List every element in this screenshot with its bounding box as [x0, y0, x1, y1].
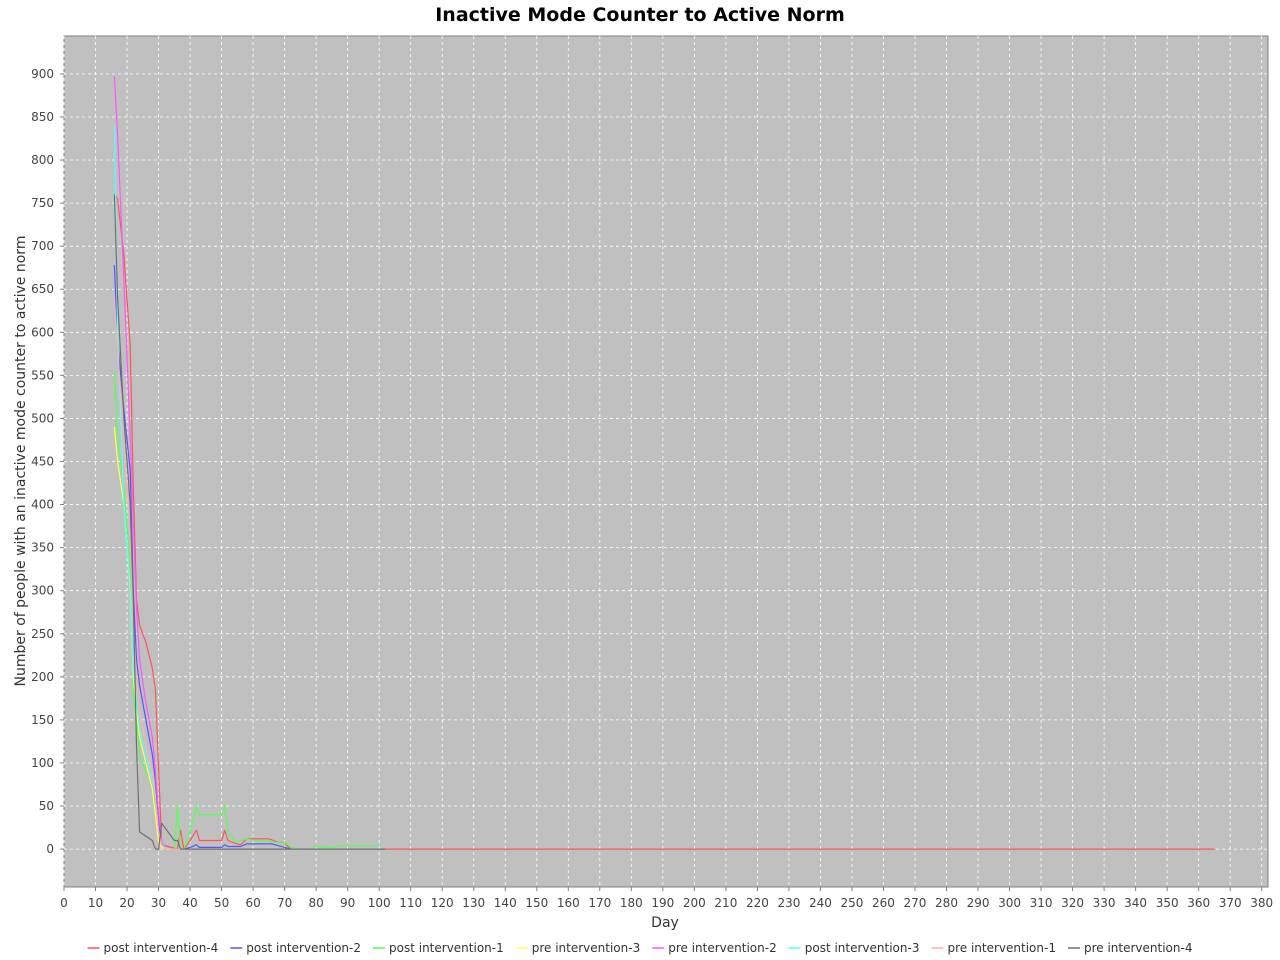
y-tick-label: 450	[31, 455, 54, 469]
x-tick-label: 180	[620, 896, 643, 910]
y-tick-label: 300	[31, 584, 54, 598]
y-tick-label: 500	[31, 411, 54, 425]
x-axis-label: Day	[651, 915, 679, 931]
y-tick-label: 750	[31, 196, 54, 210]
x-tick-label: 330	[1093, 896, 1116, 910]
x-tick-label: 100	[368, 896, 391, 910]
y-axis: 0 50 100 150 200 250 300 350 400 450 500 550 600 650 7…	[31, 67, 64, 856]
series-group	[113, 76, 1215, 850]
y-tick-label: 150	[31, 713, 54, 727]
x-tick-label: 50	[214, 896, 229, 910]
x-tick-label: 40	[182, 896, 197, 910]
y-tick-label: 550	[31, 368, 54, 382]
chart-title: Inactive Mode Counter to Active Norm	[435, 4, 845, 26]
x-tick-label: 340	[1124, 896, 1147, 910]
x-tick-label: 70	[277, 896, 292, 910]
x-tick-label: 260	[872, 896, 895, 910]
y-tick-label: 0	[46, 842, 54, 856]
x-tick-label: 200	[683, 896, 706, 910]
x-tick-label: 150	[525, 896, 548, 910]
x-tick-label: 310	[1030, 896, 1053, 910]
x-tick-label: 250	[841, 896, 864, 910]
x-tick-label: 380	[1250, 896, 1273, 910]
legend: post intervention-4 post intervention-2 po…	[87, 941, 1193, 955]
x-tick-label: 140	[494, 896, 517, 910]
y-tick-label: 200	[31, 670, 54, 684]
legend-label-4: pre intervention-2	[668, 941, 777, 955]
y-tick-label: 900	[31, 67, 54, 81]
x-tick-label: 290	[967, 896, 990, 910]
y-axis-label: Number of people with an inactive mode c…	[13, 236, 29, 687]
x-tick-label: 220	[746, 896, 769, 910]
series-line-7	[113, 194, 386, 850]
x-tick-label: 10	[88, 896, 103, 910]
x-axis: 0 10 20 30 40 50 60 70 80 90 100 110 120 130 140 150 160…	[60, 887, 1273, 910]
y-tick-label: 100	[31, 756, 54, 770]
x-tick-label: 130	[462, 896, 485, 910]
x-tick-label: 240	[809, 896, 832, 910]
legend-label-0: post intervention-4	[104, 941, 219, 955]
y-tick-label: 250	[31, 627, 54, 641]
x-tick-label: 320	[1061, 896, 1084, 910]
legend-label-5: post intervention-3	[805, 941, 920, 955]
x-tick-label: 350	[1156, 896, 1179, 910]
x-tick-label: 370	[1219, 896, 1242, 910]
x-tick-label: 90	[340, 896, 355, 910]
x-tick-label: 360	[1187, 896, 1210, 910]
x-tick-label: 160	[557, 896, 580, 910]
x-tick-label: 230	[777, 896, 800, 910]
y-tick-label: 350	[31, 541, 54, 555]
legend-label-6: pre intervention-1	[947, 941, 1056, 955]
series-line-1	[113, 265, 380, 850]
x-tick-label: 300	[998, 896, 1021, 910]
x-tick-label: 120	[431, 896, 454, 910]
x-tick-label: 210	[714, 896, 737, 910]
y-tick-label: 850	[31, 110, 54, 124]
y-tick-label: 50	[39, 799, 54, 813]
legend-label-7: pre intervention-4	[1084, 941, 1193, 955]
y-tick-label: 600	[31, 325, 54, 339]
y-tick-label: 400	[31, 498, 54, 512]
x-tick-label: 30	[151, 896, 166, 910]
x-tick-label: 0	[60, 896, 68, 910]
x-tick-label: 20	[119, 896, 134, 910]
legend-label-1: post intervention-2	[246, 941, 361, 955]
x-tick-label: 110	[399, 896, 422, 910]
legend-label-2: post intervention-1	[389, 941, 504, 955]
y-tick-label: 700	[31, 239, 54, 253]
x-tick-label: 170	[588, 896, 611, 910]
x-tick-label: 280	[935, 896, 958, 910]
x-tick-label: 190	[651, 896, 674, 910]
y-tick-label: 800	[31, 153, 54, 167]
x-tick-label: 60	[245, 896, 260, 910]
y-tick-label: 650	[31, 282, 54, 296]
legend-label-3: pre intervention-3	[532, 941, 641, 955]
x-tick-label: 80	[309, 896, 324, 910]
x-tick-label: 270	[904, 896, 927, 910]
